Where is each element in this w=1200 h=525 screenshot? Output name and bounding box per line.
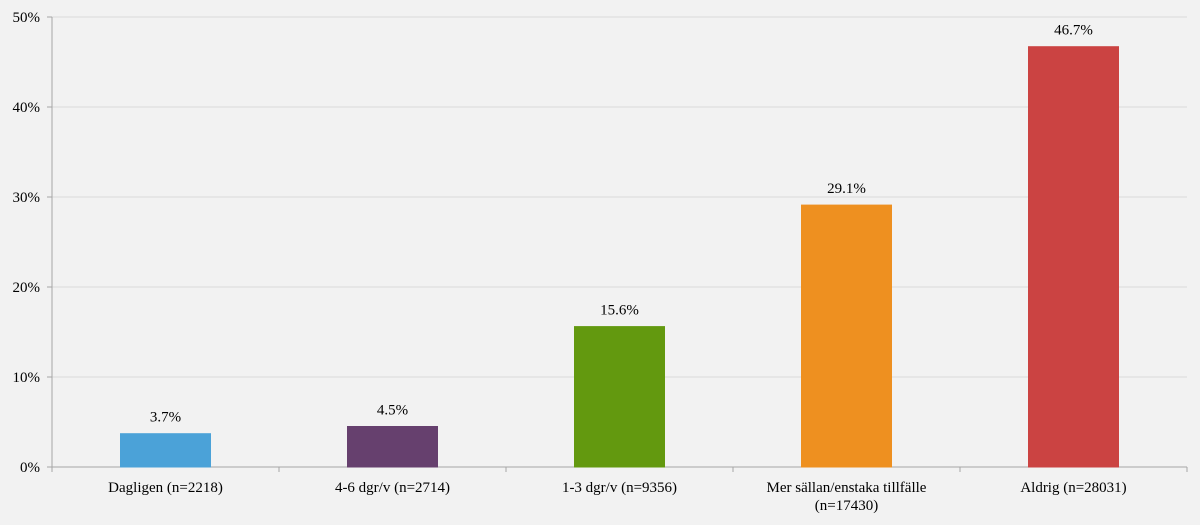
bars xyxy=(120,46,1119,468)
data-label: 29.1% xyxy=(827,181,866,197)
category-labels: Dagligen (n=2218) 4-6 dgr/v (n=2714) 1-3 d… xyxy=(108,480,1127,514)
y-tick-label: 30% xyxy=(13,190,41,206)
bar xyxy=(801,204,892,468)
bar xyxy=(1028,46,1119,468)
x-axis xyxy=(51,466,1188,472)
bar xyxy=(574,326,665,468)
data-label: 46.7% xyxy=(1054,23,1093,39)
gridlines xyxy=(52,16,1187,378)
category-label: 1-3 dgr/v (n=9356) xyxy=(562,480,677,496)
y-tick-label: 0% xyxy=(20,460,40,476)
y-axis: 0% 10% 20% 30% 40% 50% xyxy=(13,10,53,476)
category-label: (n=17430) xyxy=(815,498,878,514)
y-tick-label: 20% xyxy=(13,280,41,296)
y-tick-label: 40% xyxy=(13,100,41,116)
y-tick-label: 10% xyxy=(13,370,41,386)
bar xyxy=(120,433,211,468)
data-label: 4.5% xyxy=(377,403,408,419)
data-labels: 3.7% 4.5% 15.6% 29.1% 46.7% xyxy=(150,23,1093,426)
y-tick-label: 50% xyxy=(13,10,41,26)
bar xyxy=(347,426,438,468)
data-label: 15.6% xyxy=(600,303,639,319)
category-label: 4-6 dgr/v (n=2714) xyxy=(335,480,450,496)
category-label: Dagligen (n=2218) xyxy=(108,480,223,496)
data-label: 3.7% xyxy=(150,410,181,426)
category-label: Mer sällan/enstaka tillfälle xyxy=(767,480,927,496)
category-label: Aldrig (n=28031) xyxy=(1020,480,1126,496)
